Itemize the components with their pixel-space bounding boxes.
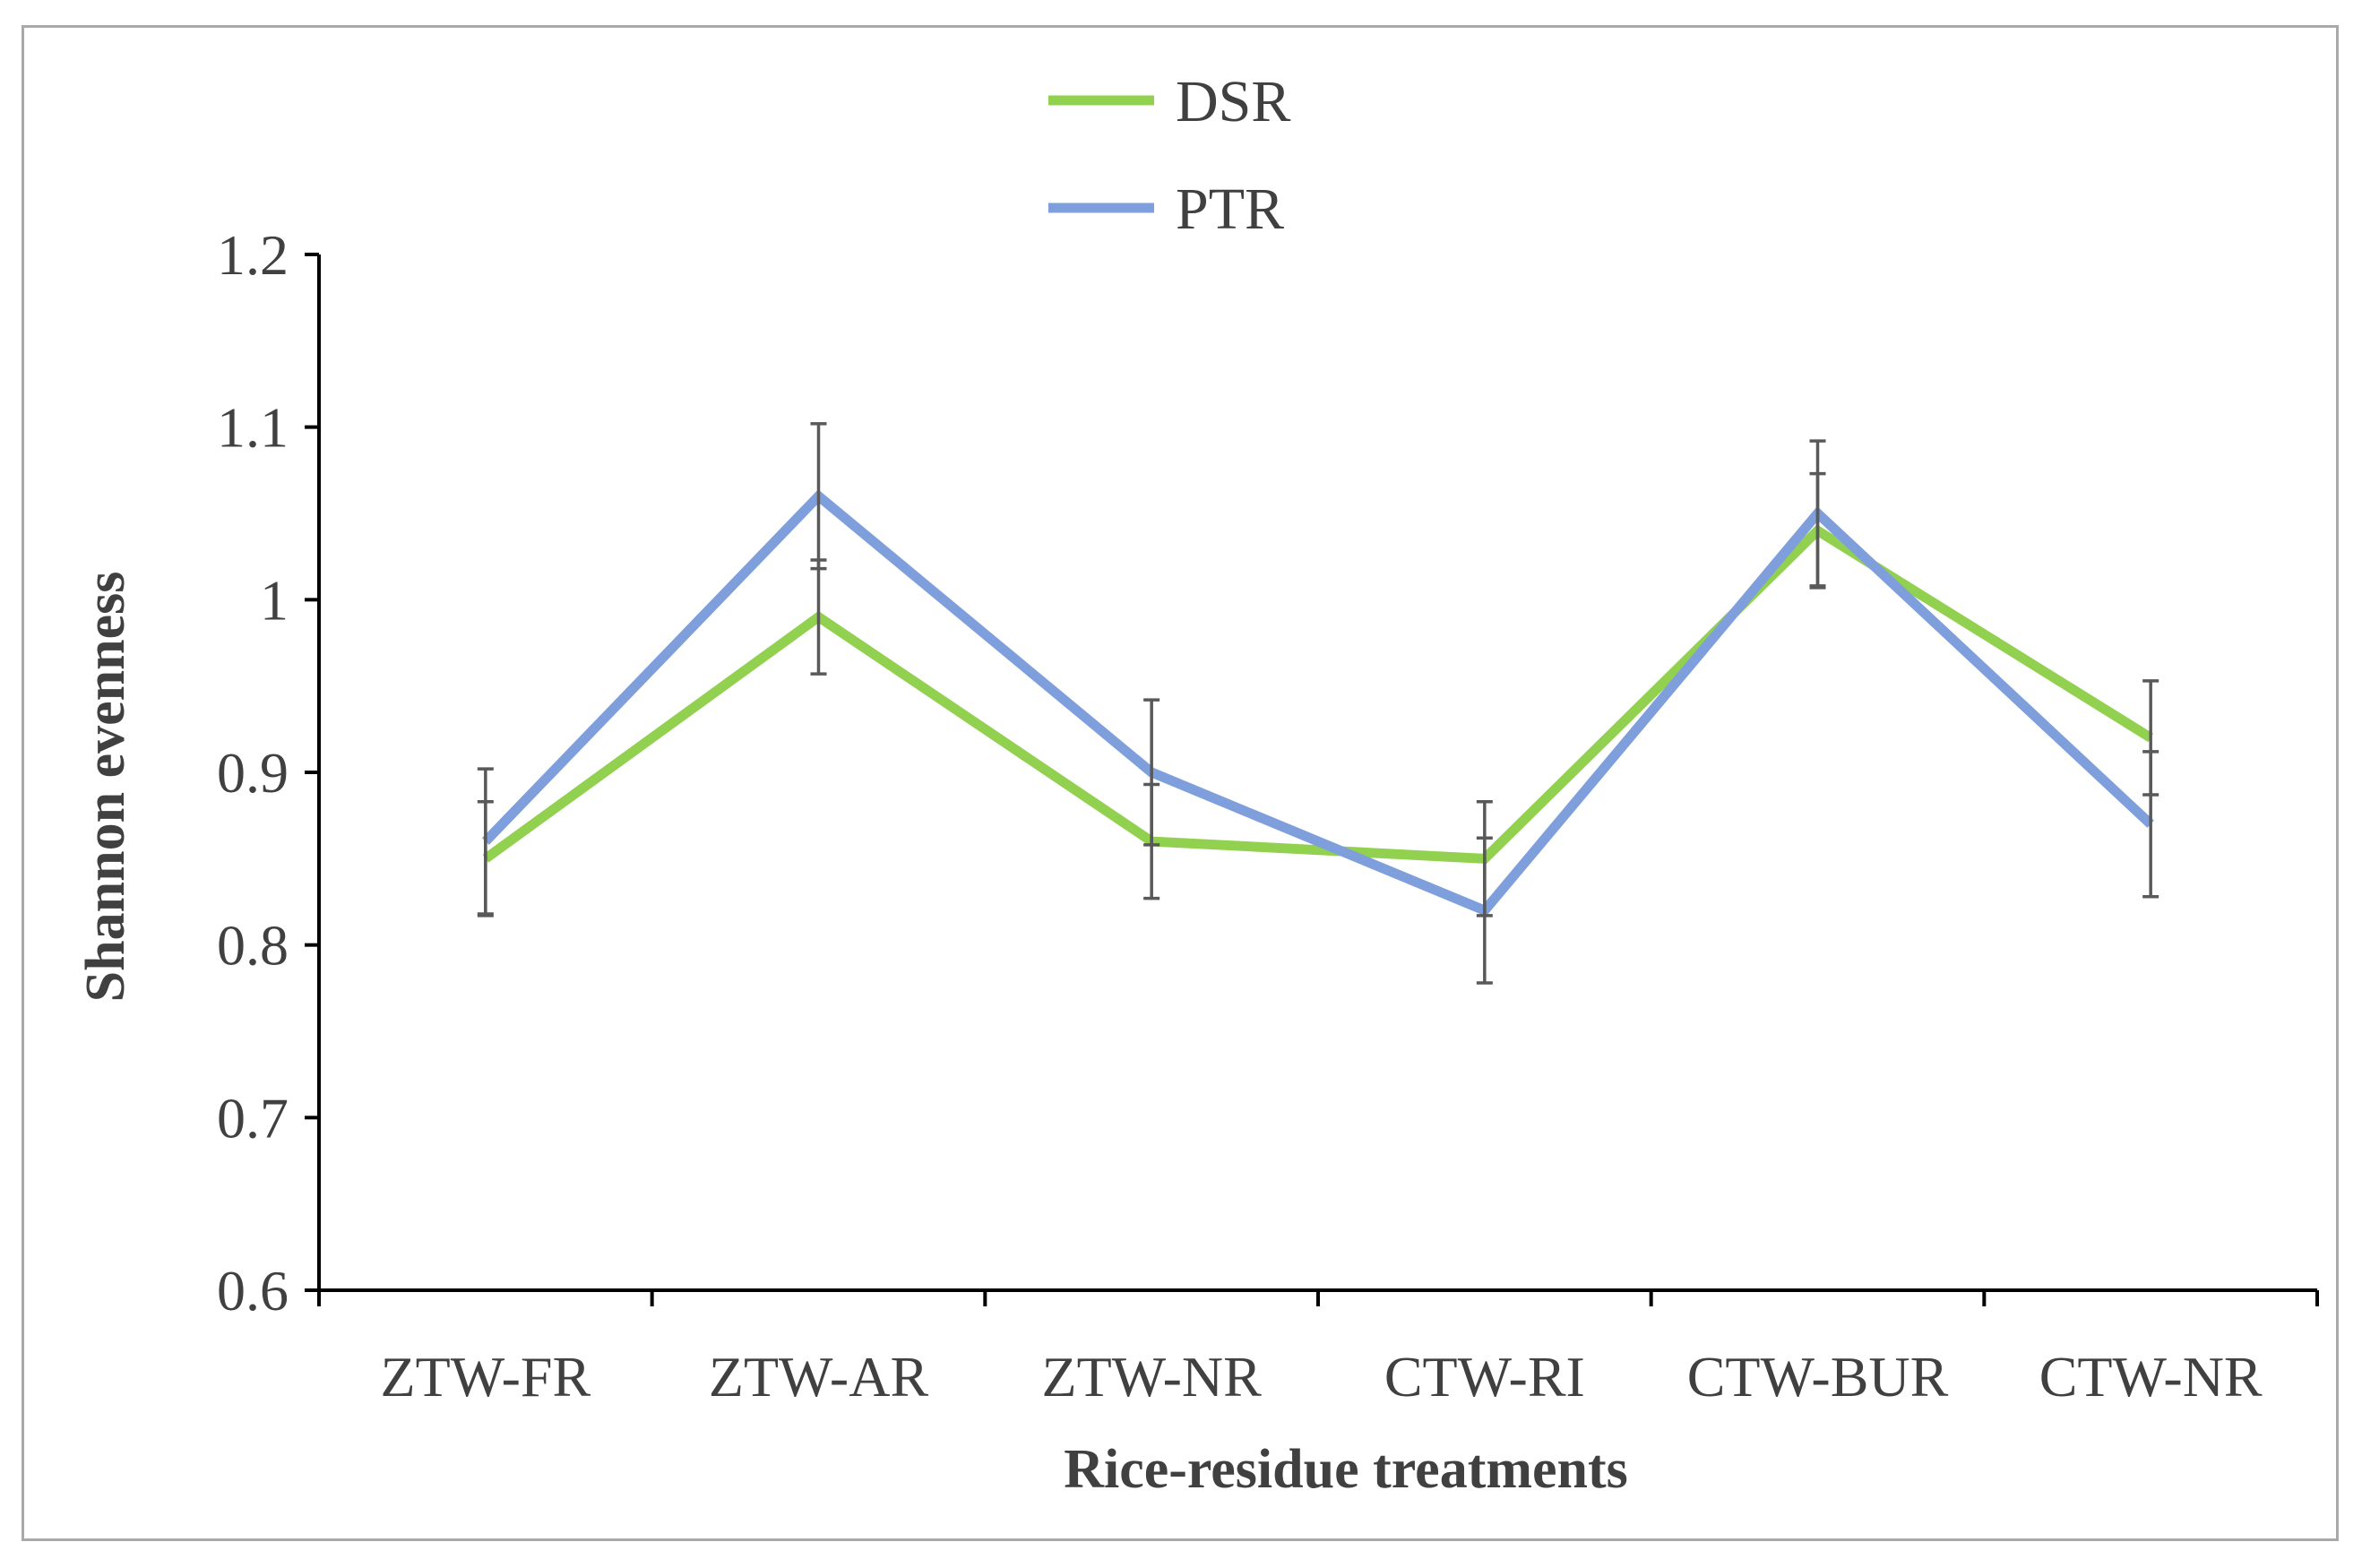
y-tick-label: 1.2 bbox=[217, 223, 289, 287]
x-tick-label: CTW-RI bbox=[1384, 1345, 1585, 1409]
x-tick-label: CTW-BUR bbox=[1687, 1345, 1949, 1409]
legend: DSR PTR bbox=[1048, 69, 1290, 242]
series-layer bbox=[481, 489, 2154, 917]
y-tick-label: 1.1 bbox=[217, 396, 289, 460]
error-bar-ptr bbox=[810, 422, 827, 571]
x-tick-label: CTW-NR bbox=[2039, 1345, 2263, 1409]
axes: 0.6 0.7 0.8 0.9 1 1.1 1.2 ZTW-FR ZTW-AR ZTW-NR CTW… bbox=[217, 223, 2319, 1409]
y-tick-label: 0.8 bbox=[217, 914, 289, 978]
error-bar-ptr bbox=[1143, 698, 1160, 847]
series-line-ptr bbox=[481, 489, 2154, 917]
x-axis-title: Rice-residue treatments bbox=[1064, 1439, 1628, 1500]
x-tick-label: ZTW-FR bbox=[381, 1345, 591, 1409]
y-tick-label: 0.7 bbox=[217, 1086, 289, 1150]
error-bars bbox=[477, 422, 2159, 985]
error-bar-ptr bbox=[1476, 836, 1493, 985]
error-bar-ptr bbox=[1809, 439, 1826, 588]
y-tick-label: 1 bbox=[260, 568, 289, 632]
error-bar-ptr bbox=[477, 767, 494, 916]
legend-label-dsr: DSR bbox=[1176, 69, 1290, 134]
y-tick-label: 0.9 bbox=[217, 741, 289, 805]
legend-label-ptr: PTR bbox=[1176, 177, 1284, 242]
y-tick-label: 0.6 bbox=[217, 1259, 289, 1322]
x-tick-label: ZTW-NR bbox=[1042, 1345, 1263, 1409]
error-bar-ptr bbox=[2142, 750, 2159, 899]
y-axis-title: Shannon evenness bbox=[75, 572, 136, 1003]
x-tick-label: ZTW-AR bbox=[709, 1345, 929, 1409]
